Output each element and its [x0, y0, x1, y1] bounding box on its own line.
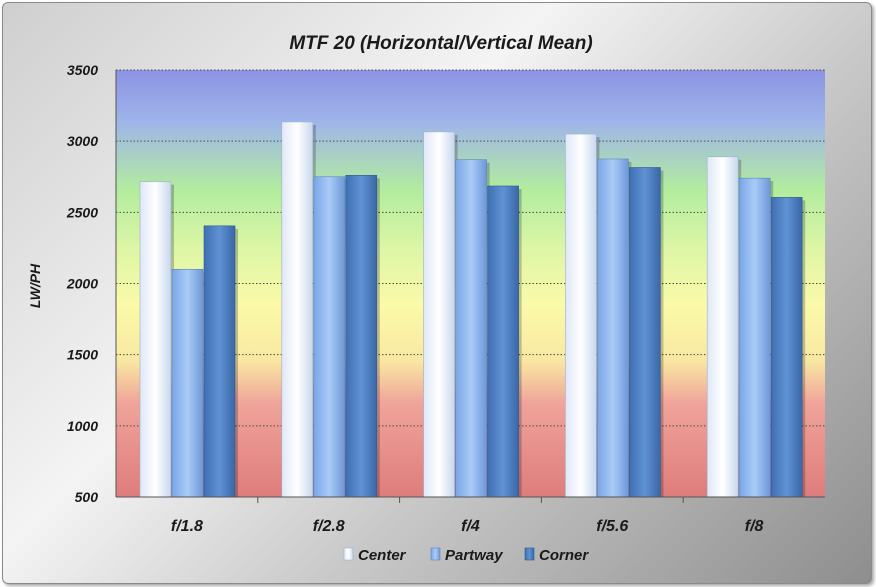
y-tick-label: 2000 — [66, 276, 98, 292]
chart-svg: MTF 20 (Horizontal/Vertical Mean) 500 100… — [27, 33, 825, 564]
y-tick-label: 1500 — [67, 347, 98, 363]
bar-corner — [487, 185, 519, 498]
bar-center — [565, 133, 597, 498]
legend-label-center: Center — [358, 547, 407, 564]
y-tick-label: 1000 — [67, 418, 98, 434]
legend-label-partway: Partway — [445, 547, 503, 564]
x-tick-label: f/4 — [461, 518, 480, 535]
y-tick-labels: 500 1000 1500 2000 2500 3000 3500 — [66, 62, 98, 505]
y-tick-label: 2500 — [66, 204, 98, 220]
bar-center — [706, 156, 739, 498]
bar-partway — [171, 268, 204, 498]
y-tick-label: 3000 — [67, 133, 98, 149]
y-tick-label: 3500 — [67, 62, 98, 78]
bar-partway — [597, 158, 629, 498]
legend-swatch-partway — [430, 547, 441, 561]
bars — [139, 121, 806, 498]
x-tick-label: f/2.8 — [313, 518, 345, 535]
x-tick-label: f/8 — [745, 518, 764, 535]
x-tick-label: f/5.6 — [596, 518, 628, 535]
bar-center — [139, 181, 172, 498]
bar-partway — [313, 176, 346, 498]
bar-corner — [770, 197, 803, 498]
y-tick-label: 500 — [75, 489, 99, 505]
y-axis-label: LW/PH — [27, 263, 43, 308]
bar-partway — [738, 177, 771, 498]
legend-label-corner: Corner — [539, 547, 589, 564]
legend-swatch-corner — [524, 547, 535, 561]
bar-corner — [345, 175, 378, 498]
legend-swatch-center — [343, 547, 354, 561]
bar-center — [423, 131, 455, 498]
x-tick-labels: f/1.8 f/2.8 f/4 f/5.6 f/8 — [171, 497, 764, 535]
bar-corner — [203, 225, 236, 498]
bar-partway — [455, 159, 487, 498]
bar-center — [281, 121, 314, 498]
x-tick-label: f/1.8 — [171, 518, 203, 535]
legend: Center Partway Corner — [343, 547, 589, 564]
chart-title: MTF 20 (Horizontal/Vertical Mean) — [289, 33, 592, 54]
bar-corner — [629, 167, 661, 498]
